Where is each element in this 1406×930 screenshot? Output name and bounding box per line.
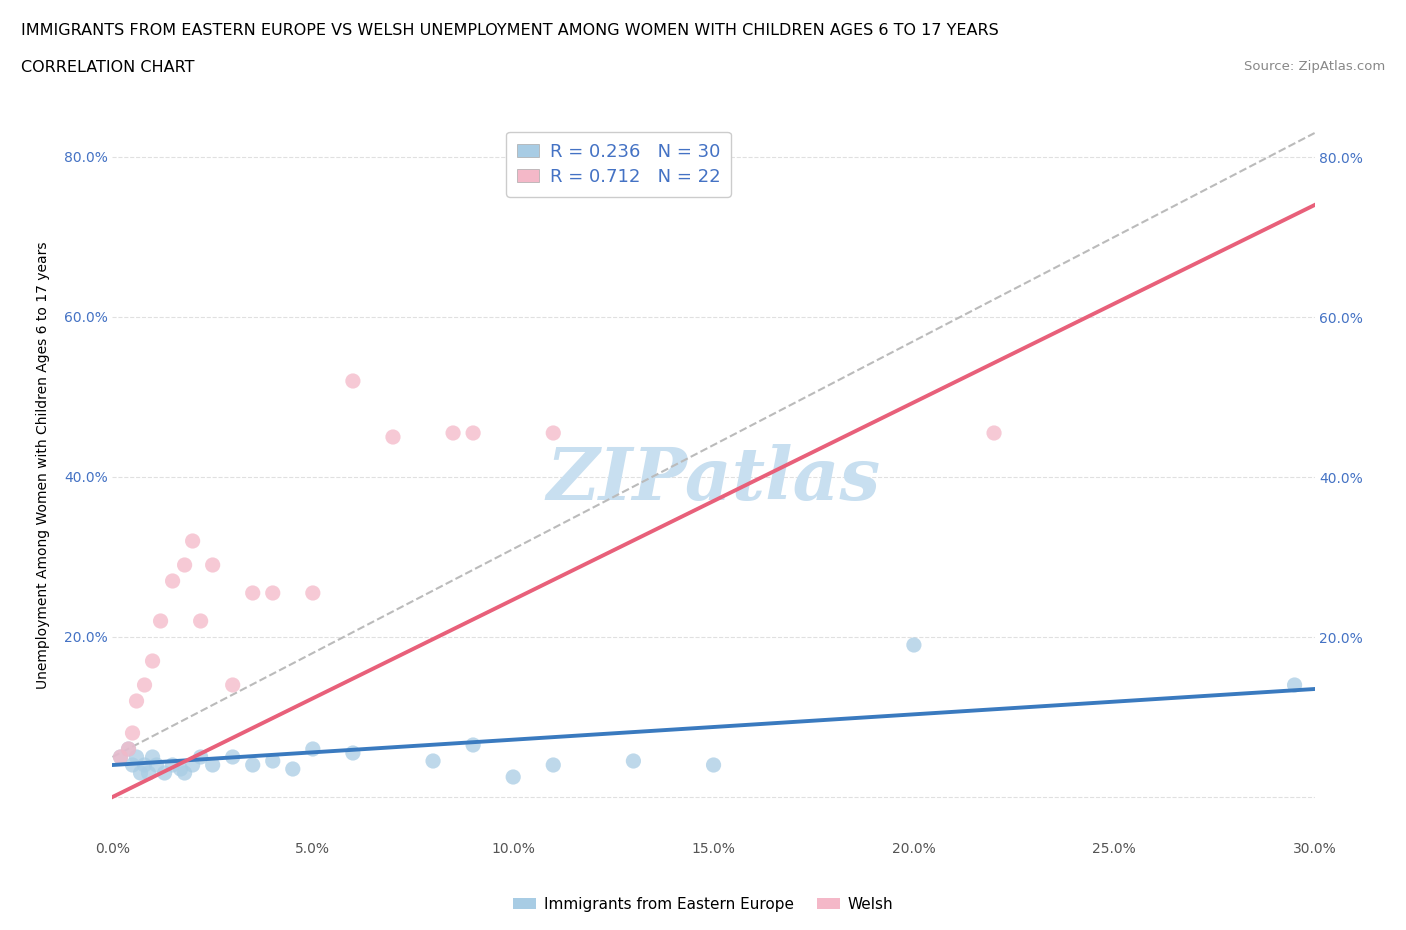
Point <box>173 765 195 780</box>
Point <box>121 758 143 773</box>
Point <box>134 758 156 773</box>
Point <box>262 753 284 768</box>
Point <box>162 574 184 589</box>
Legend: R = 0.236   N = 30, R = 0.712   N = 22: R = 0.236 N = 30, R = 0.712 N = 22 <box>506 132 731 196</box>
Point <box>903 638 925 653</box>
Point <box>190 614 212 629</box>
Point <box>149 614 172 629</box>
Legend: Immigrants from Eastern Europe, Welsh: Immigrants from Eastern Europe, Welsh <box>508 891 898 918</box>
Text: Source: ZipAtlas.com: Source: ZipAtlas.com <box>1244 60 1385 73</box>
Point <box>342 746 364 761</box>
Point <box>125 750 148 764</box>
Point <box>162 758 184 773</box>
Point <box>141 654 163 669</box>
Point <box>125 694 148 709</box>
Point <box>181 758 204 773</box>
Point <box>201 558 224 573</box>
Point <box>190 750 212 764</box>
Text: IMMIGRANTS FROM EASTERN EUROPE VS WELSH UNEMPLOYMENT AMONG WOMEN WITH CHILDREN A: IMMIGRANTS FROM EASTERN EUROPE VS WELSH … <box>21 23 998 38</box>
Point <box>543 426 565 441</box>
Point <box>173 558 195 573</box>
Point <box>110 750 132 764</box>
Point <box>242 586 264 601</box>
Point <box>1284 678 1306 693</box>
Point <box>461 426 484 441</box>
Point <box>201 758 224 773</box>
Point <box>153 765 176 780</box>
Text: ZIPatlas: ZIPatlas <box>547 445 880 515</box>
Y-axis label: Unemployment Among Women with Children Ages 6 to 17 years: Unemployment Among Women with Children A… <box>37 241 49 689</box>
Point <box>129 765 152 780</box>
Point <box>302 586 325 601</box>
Point <box>242 758 264 773</box>
Point <box>117 741 139 756</box>
Point <box>110 750 132 764</box>
Point <box>502 769 524 784</box>
Point <box>134 678 156 693</box>
Point <box>441 426 464 441</box>
Point <box>121 725 143 740</box>
Point <box>461 737 484 752</box>
Point <box>222 750 245 764</box>
Point <box>117 741 139 756</box>
Point <box>342 374 364 389</box>
Point <box>983 426 1005 441</box>
Point <box>145 758 167 773</box>
Text: CORRELATION CHART: CORRELATION CHART <box>21 60 194 75</box>
Point <box>262 586 284 601</box>
Point <box>281 762 304 777</box>
Point <box>302 741 325 756</box>
Point <box>169 762 191 777</box>
Point <box>543 758 565 773</box>
Point <box>222 678 245 693</box>
Point <box>621 753 644 768</box>
Point <box>181 534 204 549</box>
Point <box>141 750 163 764</box>
Point <box>702 758 725 773</box>
Point <box>422 753 444 768</box>
Point <box>382 430 405 445</box>
Point <box>138 765 160 780</box>
